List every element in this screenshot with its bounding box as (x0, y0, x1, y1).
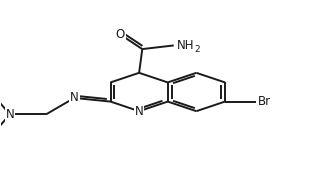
Text: O: O (116, 28, 125, 41)
Text: Br: Br (258, 95, 271, 108)
Text: NH: NH (177, 39, 194, 52)
Text: N: N (135, 105, 143, 118)
Text: N: N (70, 91, 79, 105)
Text: 2: 2 (194, 45, 200, 54)
Text: N: N (5, 108, 14, 121)
